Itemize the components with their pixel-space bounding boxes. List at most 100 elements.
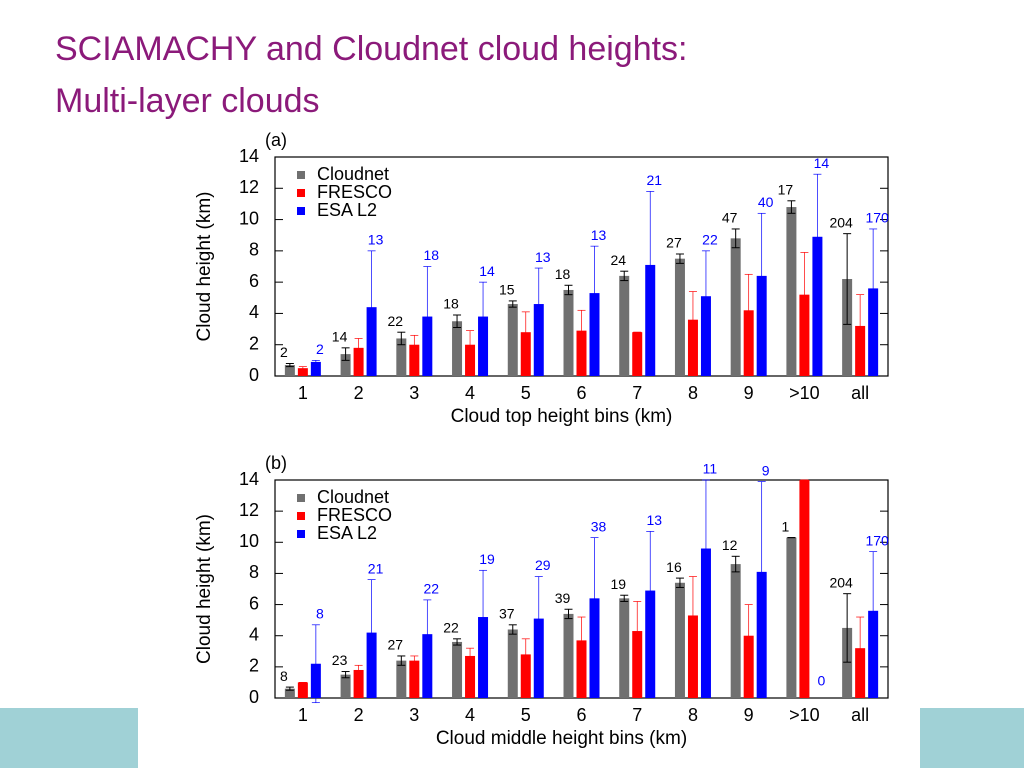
count-label: 13 [591,227,607,243]
bar [297,368,308,376]
bar [563,613,574,698]
count-label: 22 [443,620,459,636]
y-tick-label: 8 [249,240,259,260]
x-tick-label: 7 [632,705,642,725]
count-label: 17 [778,182,794,198]
count-label: 40 [758,194,774,210]
x-tick-label: 6 [576,705,586,725]
bar [284,365,295,376]
count-label: 22 [424,581,440,597]
bar [632,332,643,376]
bar [353,347,364,376]
y-tick-label: 6 [249,593,259,613]
x-tick-label: 7 [632,383,642,403]
bar [297,682,308,698]
y-tick-label: 12 [239,177,259,197]
legend-label: Cloudnet [317,487,389,507]
count-label: 19 [610,576,626,592]
x-tick-label: 2 [354,383,364,403]
legend-label: Cloudnet [317,164,389,184]
y-tick-label: 4 [249,302,259,322]
bar [687,615,698,698]
bar [563,289,574,376]
count-label: 37 [499,606,515,622]
bar [340,674,351,698]
x-axis-label: Cloud top height bins (km) [451,406,673,427]
y-tick-label: 8 [249,562,259,582]
count-label: 13 [535,249,551,265]
count-label: 24 [610,252,626,268]
legend-swatch [297,171,305,179]
bar [730,564,741,698]
count-label: 170 [865,210,889,226]
count-label: 18 [555,266,571,282]
panel-label: (b) [265,453,287,473]
legend-swatch [297,189,305,197]
bar [619,598,630,698]
count-label: 13 [646,512,662,528]
y-tick-label: 2 [249,656,259,676]
count-label: 1 [782,518,790,534]
bar [674,258,685,376]
bar [465,655,476,698]
count-label: 2 [280,344,288,360]
x-tick-label: 4 [465,383,475,403]
bar [409,660,420,698]
legend-label: FRESCO [317,505,392,525]
bar [842,279,853,376]
bar [340,354,351,376]
count-label: 22 [702,232,718,248]
legend-label: ESA L2 [317,200,377,220]
bar [674,582,685,698]
count-label: 9 [762,462,770,478]
y-tick-label: 10 [239,208,259,228]
count-label: 19 [479,551,495,567]
bar [409,344,420,376]
slide-title: Multi-layer clouds [55,82,320,120]
count-label: 204 [829,214,853,230]
count-label: 47 [722,210,738,226]
bar [465,344,476,376]
count-label: 14 [332,329,348,345]
count-label: 27 [388,637,404,653]
count-label: 29 [535,557,551,573]
count-label: 11 [703,461,718,477]
count-label: 22 [388,313,404,329]
count-label: 38 [591,518,607,534]
y-tick-label: 4 [249,624,259,644]
bar [619,275,630,376]
y-axis-label: Cloud height (km) [194,514,215,664]
y-tick-label: 10 [239,531,259,551]
count-label: 16 [666,559,682,575]
count-label: 0 [818,673,826,689]
x-tick-label: 5 [521,705,531,725]
count-label: 18 [443,296,459,312]
count-label: 8 [280,668,288,684]
count-label: 18 [424,247,440,263]
x-tick-label: 2 [354,705,364,725]
y-tick-label: 6 [249,271,259,291]
decor-block [0,708,138,768]
legend-swatch [297,512,305,520]
y-tick-label: 14 [239,469,259,489]
bar [812,236,823,376]
x-tick-label: all [851,705,869,725]
x-tick-label: 3 [409,705,419,725]
legend-swatch [297,207,305,215]
x-tick-label: 8 [688,383,698,403]
bar [730,238,741,376]
x-tick-label: 9 [744,705,754,725]
x-tick-label: >10 [789,383,820,403]
x-tick-label: 9 [744,383,754,403]
x-tick-label: 1 [298,383,308,403]
bar [576,330,587,376]
bar [452,321,463,376]
x-tick-label: 4 [465,705,475,725]
y-tick-label: 12 [239,500,259,520]
count-label: 14 [814,155,830,171]
bar [632,631,643,698]
count-label: 8 [316,606,324,622]
bar [576,640,587,698]
